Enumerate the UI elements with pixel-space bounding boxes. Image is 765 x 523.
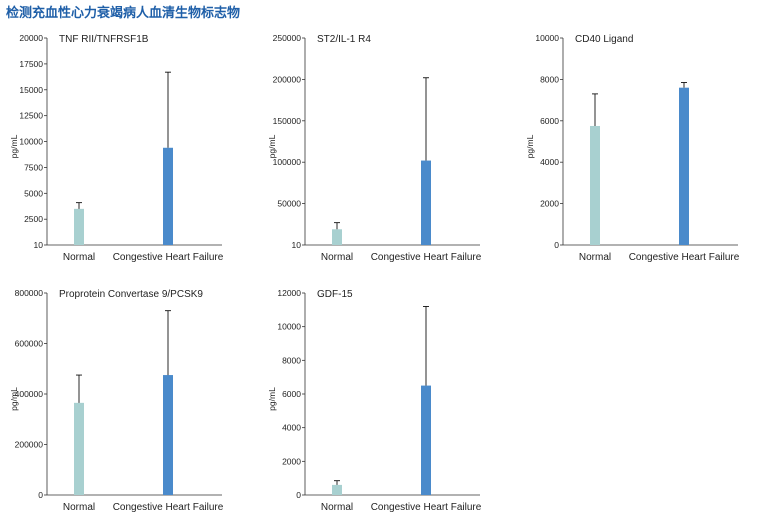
y-tick-label: 2000 (282, 456, 301, 466)
y-tick-label: 10000 (535, 33, 559, 43)
category-label: Congestive Heart Failure (371, 252, 482, 263)
y-tick-label: 10000 (19, 137, 43, 147)
y-tick-label: 10 (292, 240, 302, 250)
chart-title: CD40 Ligand (575, 34, 633, 45)
y-tick-label: 10000 (277, 322, 301, 332)
y-axis-label: pg/mL (9, 387, 19, 411)
y-axis-label: pg/mL (267, 387, 277, 411)
chart-st2: 10 50000 100000 150000 200000 250000 pg/mL ST2/… (267, 33, 482, 263)
chart-title: Proprotein Convertase 9/PCSK9 (59, 289, 203, 300)
category-label: Normal (321, 252, 353, 263)
category-label: Congestive Heart Failure (629, 252, 740, 263)
category-label: Normal (63, 252, 95, 263)
page-title: 检测充血性心力衰竭病人血清生物标志物 (6, 6, 241, 21)
bar-chf (421, 160, 431, 245)
y-tick-label: 20000 (19, 33, 43, 43)
category-label: Normal (321, 502, 353, 513)
category-label: Congestive Heart Failure (371, 502, 482, 513)
category-label: Congestive Heart Failure (113, 252, 224, 263)
chart-title: TNF RII/TNFRSF1B (59, 34, 149, 45)
y-tick-label: 15000 (19, 85, 43, 95)
y-tick-label: 6000 (540, 116, 559, 126)
chart-tnfrsf1b: 10 2500 5000 7500 10000 12500 15000 17500 20000 p… (9, 33, 224, 263)
bar-chf (679, 87, 689, 246)
y-tick-label: 250000 (273, 33, 302, 43)
y-tick-label: 8000 (282, 355, 301, 365)
y-tick-label: 0 (38, 490, 43, 500)
y-tick-label: 5000 (24, 188, 43, 198)
y-tick-label: 100000 (273, 157, 302, 167)
y-tick-label: 200000 (15, 440, 44, 450)
y-tick-label: 600000 (15, 339, 44, 349)
y-axis-label: pg/mL (525, 134, 535, 158)
bar-chf (163, 375, 173, 495)
category-label: Congestive Heart Failure (113, 502, 224, 513)
y-tick-label: 17500 (19, 59, 43, 69)
y-tick-label: 10 (34, 240, 44, 250)
y-tick-label: 6000 (282, 389, 301, 399)
y-tick-label: 200000 (273, 74, 302, 84)
y-tick-label: 0 (296, 490, 301, 500)
y-tick-label: 7500 (24, 162, 43, 172)
category-label: Normal (579, 252, 611, 263)
chart-gdf15: 0 2000 4000 6000 8000 10000 12000 pg/mL GDF-15 No… (267, 288, 482, 513)
chart-title: GDF-15 (317, 289, 353, 300)
chart-cd40-ligand: 0 2000 4000 6000 8000 10000 pg/mL CD40 Ligand No… (525, 33, 740, 263)
chart-title: ST2/IL-1 R4 (317, 34, 371, 45)
y-tick-label: 12000 (277, 288, 301, 298)
y-axis-label: pg/mL (267, 134, 277, 158)
y-tick-label: 2000 (540, 199, 559, 209)
y-tick-label: 4000 (540, 157, 559, 167)
category-label: Normal (63, 502, 95, 513)
bar-normal (332, 484, 342, 495)
y-axis-label: pg/mL (9, 134, 19, 158)
chart-pcsk9: 0 200000 400000 600000 800000 pg/mL Proprotein… (9, 288, 224, 513)
y-tick-label: 800000 (15, 288, 44, 298)
y-tick-label: 50000 (277, 199, 301, 209)
y-tick-label: 8000 (540, 74, 559, 84)
y-tick-label: 4000 (282, 423, 301, 433)
bar-chf (421, 385, 431, 495)
bar-normal (74, 208, 84, 245)
y-tick-label: 150000 (273, 116, 302, 126)
bar-normal (332, 229, 342, 245)
y-tick-label: 400000 (15, 389, 44, 399)
bar-chf (163, 147, 173, 245)
bar-normal (590, 125, 600, 245)
y-tick-label: 0 (554, 240, 559, 250)
bar-normal (74, 402, 84, 495)
y-tick-label: 2500 (24, 214, 43, 224)
y-tick-label: 12500 (19, 111, 43, 121)
